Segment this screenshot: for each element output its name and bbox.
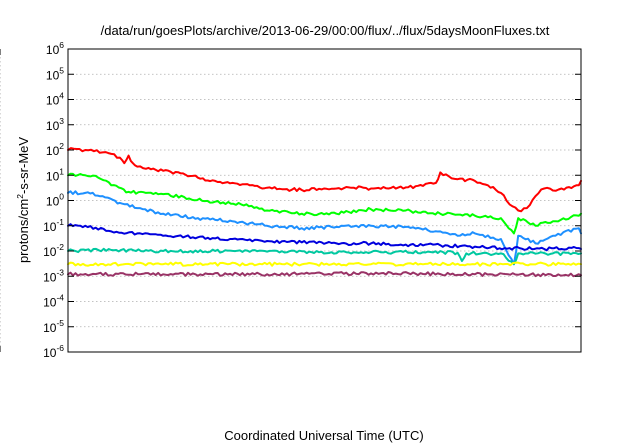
series-line-4 bbox=[67, 223, 582, 252]
y-tick-exponent: -3 bbox=[56, 267, 64, 277]
series-line-6 bbox=[67, 261, 582, 267]
y-tick-exponent: 2 bbox=[59, 141, 64, 151]
y-tick-label: 100 bbox=[46, 192, 64, 209]
y-tick-exponent: 6 bbox=[59, 40, 64, 50]
y-tick-base: 10 bbox=[46, 94, 60, 108]
y-tick-label: 10-3 bbox=[43, 267, 64, 284]
y-tick-base: 10 bbox=[43, 220, 57, 234]
y-tick-label: 105 bbox=[46, 65, 64, 82]
y-axis-label-pre: protons/cm bbox=[16, 199, 31, 263]
y-tick-base: 10 bbox=[43, 346, 57, 360]
y-tick-exponent: 0 bbox=[59, 192, 64, 202]
y-tick-exponent: -2 bbox=[56, 242, 64, 252]
series-line-7 bbox=[67, 271, 582, 278]
series-layer bbox=[67, 147, 582, 278]
y-tick-base: 10 bbox=[46, 68, 60, 82]
y-tick-base: 10 bbox=[46, 144, 60, 158]
y-tick-label: 10-4 bbox=[43, 293, 64, 310]
chart-title: /data/run/goesPlots/archive/2013-06-29/0… bbox=[101, 23, 550, 38]
y-tick-base: 10 bbox=[46, 169, 60, 183]
y-tick-label: 10-2 bbox=[43, 242, 64, 259]
y-tick-base: 10 bbox=[43, 270, 57, 284]
y-tick-base: 10 bbox=[43, 296, 57, 310]
y-tick-exponent: -1 bbox=[56, 217, 64, 227]
x-axis-label: Coordinated Universal Time (UTC) bbox=[224, 428, 423, 443]
y-tick-exponent: 1 bbox=[59, 166, 64, 176]
y-tick-label: 10-5 bbox=[43, 318, 64, 335]
y-tick-exponent: -5 bbox=[56, 318, 64, 328]
series-line-2 bbox=[67, 172, 582, 235]
y-tick-label: 104 bbox=[46, 91, 64, 108]
y-axis-label: protons/cm2-s-sr-MeV bbox=[15, 137, 31, 263]
series-line-3 bbox=[67, 190, 582, 266]
y-tick-base: 10 bbox=[46, 43, 60, 57]
y-tick-label: 10-6 bbox=[43, 343, 64, 360]
y-tick-exponent: -6 bbox=[56, 343, 64, 353]
y-tick-label: 102 bbox=[46, 141, 64, 158]
y-tick-label: 103 bbox=[46, 116, 64, 133]
y-tick-label: 106 bbox=[46, 40, 64, 57]
y-tick-base: 10 bbox=[46, 195, 60, 209]
y-tick-exponent: -4 bbox=[56, 293, 64, 303]
y-tick-base: 10 bbox=[43, 321, 57, 335]
series-line-5 bbox=[67, 247, 582, 266]
y-axis-ticks: 10-610-510-410-310-210-11001011021031041… bbox=[43, 40, 581, 360]
y-tick-base: 10 bbox=[46, 119, 60, 133]
y-axis-label-post: -s-sr-MeV bbox=[16, 137, 31, 194]
series-line-1 bbox=[67, 147, 582, 213]
grid-lines bbox=[0, 48, 581, 353]
y-tick-exponent: 3 bbox=[59, 116, 64, 126]
y-tick-base: 10 bbox=[43, 245, 57, 259]
y-tick-exponent: 5 bbox=[59, 65, 64, 75]
y-tick-label: 10-1 bbox=[43, 217, 64, 234]
y-tick-exponent: 4 bbox=[59, 91, 64, 101]
y-tick-label: 101 bbox=[46, 166, 64, 183]
y-axis-label-sup: 2 bbox=[15, 194, 25, 199]
